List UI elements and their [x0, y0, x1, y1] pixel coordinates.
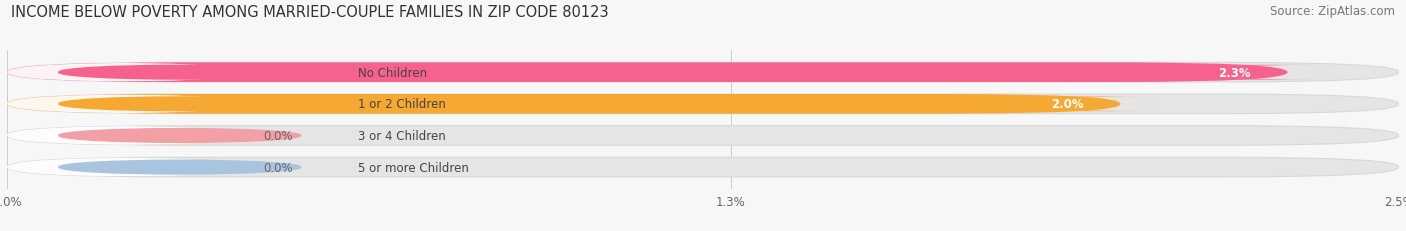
FancyBboxPatch shape	[7, 95, 1121, 114]
Circle shape	[59, 129, 301, 143]
Circle shape	[59, 97, 301, 111]
Text: 1 or 2 Children: 1 or 2 Children	[357, 98, 446, 111]
Text: 2.0%: 2.0%	[1052, 98, 1084, 111]
FancyBboxPatch shape	[7, 126, 1399, 146]
Circle shape	[59, 66, 301, 80]
Text: Source: ZipAtlas.com: Source: ZipAtlas.com	[1270, 5, 1395, 18]
Text: 2.3%: 2.3%	[1219, 66, 1251, 79]
Circle shape	[59, 161, 301, 174]
FancyBboxPatch shape	[7, 126, 240, 146]
Text: No Children: No Children	[357, 66, 427, 79]
FancyBboxPatch shape	[7, 63, 1288, 83]
FancyBboxPatch shape	[980, 97, 1156, 112]
FancyBboxPatch shape	[7, 158, 1399, 177]
FancyBboxPatch shape	[7, 95, 240, 114]
FancyBboxPatch shape	[7, 95, 1399, 114]
Text: 0.0%: 0.0%	[263, 161, 292, 174]
FancyBboxPatch shape	[7, 158, 240, 177]
Text: 5 or more Children: 5 or more Children	[357, 161, 468, 174]
FancyBboxPatch shape	[1147, 66, 1323, 80]
Text: 0.0%: 0.0%	[263, 129, 292, 142]
Text: 3 or 4 Children: 3 or 4 Children	[357, 129, 446, 142]
FancyBboxPatch shape	[7, 63, 1399, 83]
FancyBboxPatch shape	[7, 63, 240, 83]
Text: INCOME BELOW POVERTY AMONG MARRIED-COUPLE FAMILIES IN ZIP CODE 80123: INCOME BELOW POVERTY AMONG MARRIED-COUPL…	[11, 5, 609, 20]
